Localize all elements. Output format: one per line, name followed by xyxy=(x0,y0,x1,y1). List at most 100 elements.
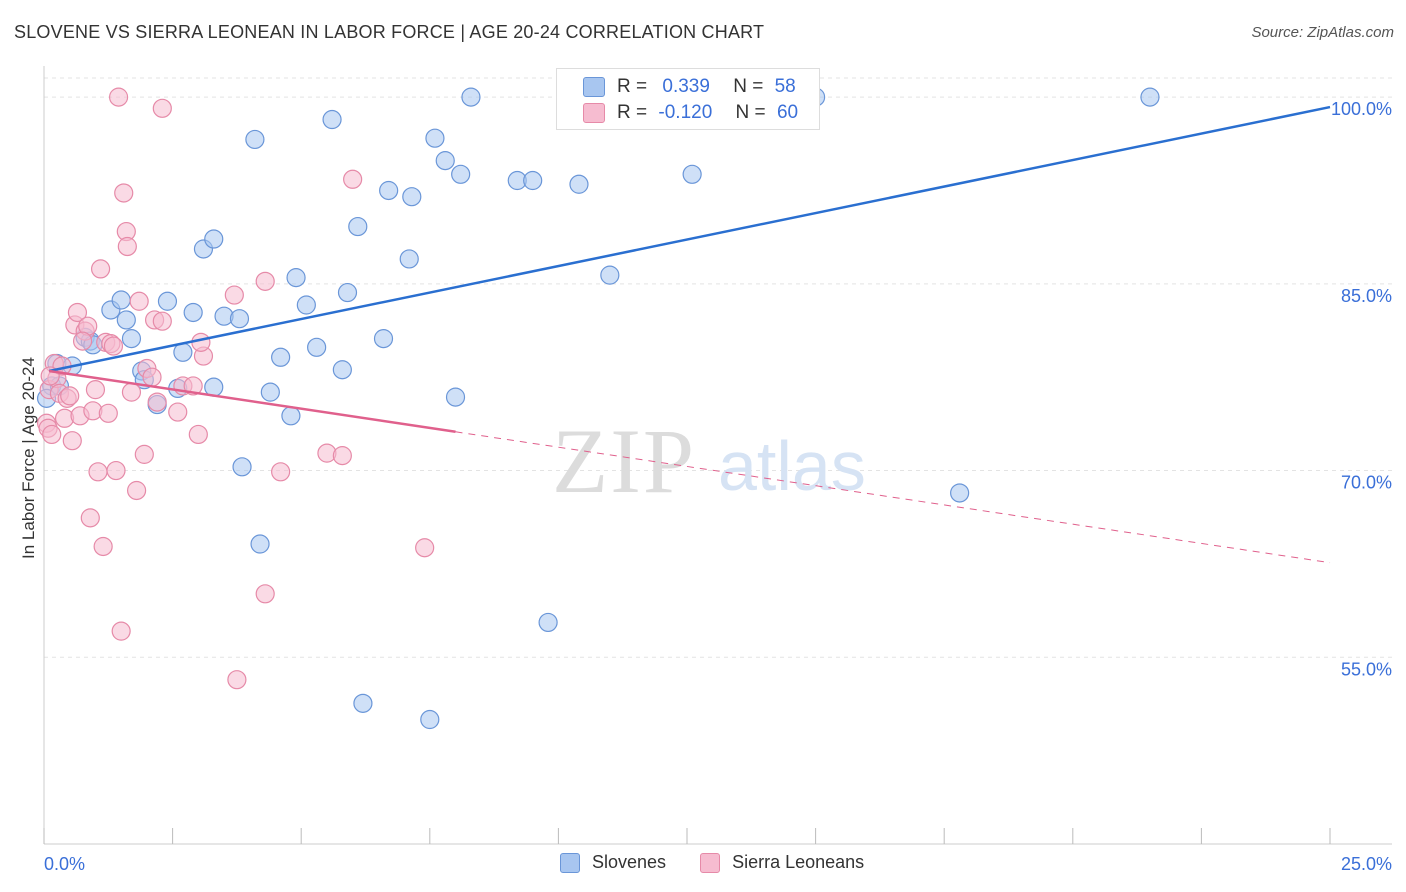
slovenes-point xyxy=(435,151,455,171)
sierra-leoneans-point xyxy=(108,87,129,107)
slovenes-point xyxy=(402,187,422,207)
slovenes-point xyxy=(250,534,270,554)
slovenes-point xyxy=(950,483,970,503)
sierra-leoneans-point xyxy=(224,285,244,305)
watermark-atlas: atlas xyxy=(718,427,866,505)
trend-line-slovenes xyxy=(48,105,1331,373)
sierra-leoneans-point xyxy=(117,236,137,257)
grid-layer xyxy=(44,77,1392,658)
slovenes-legend-swatch xyxy=(560,852,580,873)
sierra-leoneans-point xyxy=(129,291,149,311)
sierra-leoneans-point xyxy=(255,271,275,291)
n-value: 60 xyxy=(776,102,799,123)
trend-line-sierra-leoneans-extrapolated xyxy=(455,431,1331,564)
sierra-leoneans-legend-swatch xyxy=(700,852,721,873)
sierra-leoneans-point xyxy=(93,536,113,557)
slovenes-point xyxy=(307,337,327,357)
legend-label-slovenes: Slovenes xyxy=(592,852,667,872)
slovenes-point xyxy=(232,457,252,477)
slovenes-point xyxy=(332,360,352,380)
slovenes-point xyxy=(353,693,373,713)
slovenes-point xyxy=(116,310,136,330)
sierra-leoneans-point xyxy=(168,402,188,422)
stats-legend: R = 0.339 N = 58 R = -0.120 N = 60 xyxy=(556,68,820,130)
watermark: ZIP atlas xyxy=(552,410,866,512)
sierra-leoneans-point xyxy=(332,446,352,466)
slovenes-point xyxy=(451,164,471,184)
sierra-leoneans-point xyxy=(183,376,203,396)
n-label: N = xyxy=(735,102,766,123)
sierra-leoneans-point xyxy=(227,670,247,690)
sierra-leoneans-point xyxy=(106,460,126,481)
sierra-leoneans-point xyxy=(114,183,134,203)
sierra-leoneans-point xyxy=(72,331,93,351)
trend-layer xyxy=(48,105,1331,564)
sierra-leoneans-point xyxy=(90,259,111,279)
sierra-leoneans-point xyxy=(42,424,62,445)
sierra-leoneans-point xyxy=(152,311,172,331)
sierra-leoneans-point xyxy=(103,336,124,356)
sierra-leoneans-point xyxy=(88,462,108,482)
slovenes-point xyxy=(157,291,178,311)
x-tick-label-max: 25.0% xyxy=(1341,854,1392,874)
slovenes-point xyxy=(173,342,193,362)
sierra-leoneans-point xyxy=(343,169,363,189)
slovenes-point xyxy=(445,387,466,407)
sierra-leoneans-point xyxy=(147,392,167,412)
stats-text-sierra-leoneans: R = -0.120 N = 60 xyxy=(617,102,798,124)
slovenes-point xyxy=(286,268,306,288)
legend-item-slovenes[interactable]: Slovenes xyxy=(560,852,666,873)
legend-item-sierra-leoneans[interactable]: Sierra Leoneans xyxy=(700,852,864,873)
sierra-leoneans-point xyxy=(121,382,142,402)
slovenes-point xyxy=(538,612,558,633)
source-label: Source: ZipAtlas.com xyxy=(1251,24,1394,41)
sierra-leoneans-point xyxy=(80,508,100,528)
slovenes-point xyxy=(523,170,543,191)
axes xyxy=(43,66,1392,845)
x-tick-label-min: 0.0% xyxy=(44,854,85,874)
slovenes-swatch xyxy=(583,77,605,97)
n-value: 58 xyxy=(774,76,796,97)
r-value: -0.120 xyxy=(658,102,713,123)
points-layer xyxy=(36,87,1160,730)
slovenes-point xyxy=(399,249,419,269)
slovenes-point xyxy=(245,129,265,150)
slovenes-point xyxy=(337,282,358,303)
sierra-leoneans-point xyxy=(111,621,131,641)
sierra-leoneans-point xyxy=(142,367,162,387)
sierra-leoneans-point xyxy=(152,98,172,118)
sierra-leoneans-point xyxy=(191,332,211,352)
r-value: 0.339 xyxy=(662,76,710,97)
sierra-leoneans-point xyxy=(98,403,118,423)
slovenes-point xyxy=(296,295,316,315)
stats-text-slovenes: R = 0.339 N = 58 xyxy=(617,76,796,98)
trend-line-sierra-leoneans xyxy=(48,369,456,434)
y-tick-label: 70.0% xyxy=(1341,473,1392,493)
slovenes-point xyxy=(682,164,702,184)
slovenes-point xyxy=(111,290,131,310)
sierra-leoneans-point xyxy=(415,538,435,558)
y-tick-label: 100.0% xyxy=(1331,99,1392,119)
slovenes-point xyxy=(204,229,224,249)
slovenes-point xyxy=(281,406,301,426)
slovenes-point xyxy=(183,302,203,323)
sierra-leoneans-point xyxy=(126,480,147,501)
series-legend: Slovenes Sierra Leoneans xyxy=(560,852,898,873)
slovenes-point xyxy=(461,87,481,107)
slovenes-point xyxy=(121,329,142,349)
slovenes-point xyxy=(271,347,291,367)
sierra-leoneans-point xyxy=(255,584,275,604)
y-tick-label: 55.0% xyxy=(1341,659,1392,679)
r-label: R = xyxy=(617,102,648,123)
slovenes-point xyxy=(379,180,399,201)
slovenes-point xyxy=(373,329,394,349)
y-axis-label: In Labor Force | Age 20-24 xyxy=(19,357,38,559)
slovenes-point xyxy=(569,174,589,194)
tick-labels: 55.0% 70.0% 85.0% 100.0% 0.0% 25.0% xyxy=(44,99,1392,874)
slovenes-point xyxy=(420,709,440,730)
sierra-leoneans-point xyxy=(188,424,208,445)
slovenes-point xyxy=(260,382,280,402)
watermark-zip: ZIP xyxy=(552,410,696,512)
sierra-leoneans-point xyxy=(60,386,80,406)
